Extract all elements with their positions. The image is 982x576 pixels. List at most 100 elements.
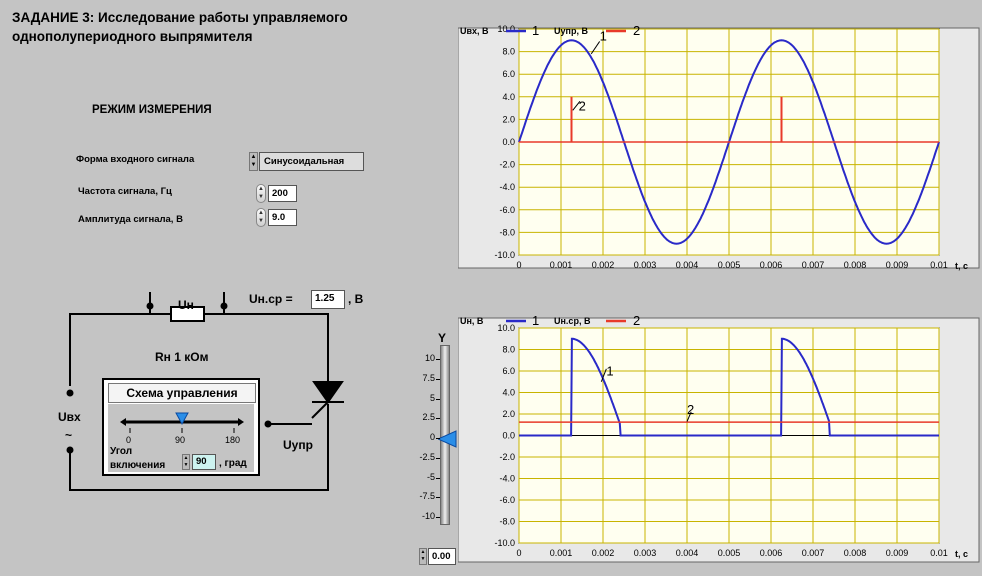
angle-label-1: Угол <box>110 446 133 457</box>
x-tick-label: 0 <box>516 260 521 270</box>
y-tick-label: 8.0 <box>502 345 515 355</box>
x-tick-label: 0.01 <box>930 260 948 270</box>
y-slider-tick-mark <box>436 359 440 360</box>
y-slider-tick: 2.5 <box>422 412 435 423</box>
amplitude-spinner[interactable]: ▲ ▼ <box>256 208 266 227</box>
uypr-terminal-dot <box>264 420 272 428</box>
control-scheme-box: Схема управления 0 90 180 Угол включения… <box>102 378 260 476</box>
annotation-1-leader <box>590 41 601 55</box>
y-tick-label: -4.0 <box>499 474 515 484</box>
angle-spinner[interactable]: ▲ ▼ <box>182 454 190 470</box>
uypr-label: Uупр <box>283 438 313 452</box>
control-scheme-title: Схема управления <box>108 383 256 403</box>
y-tick-label: 6.0 <box>502 366 515 376</box>
annotation-2: 2 <box>687 402 694 417</box>
y-slider-tick-mark <box>436 497 440 499</box>
y-tick-label: 0.0 <box>502 137 515 147</box>
y-slider-tick: 5 <box>429 392 435 403</box>
y-slider-tick: 10 <box>424 353 435 363</box>
frequency-label: Частота сигнала, Гц <box>78 186 172 197</box>
y-slider-tick-mark <box>436 457 440 459</box>
annotation-2: 2 <box>579 98 586 113</box>
x-tick-label: 0.002 <box>592 260 615 270</box>
frequency-spinner[interactable]: ▲ ▼ <box>256 184 266 203</box>
amplitude-label: Амплитуда сигнала, В <box>78 214 183 225</box>
y-slider-label: Y <box>438 331 447 345</box>
signal-form-select[interactable]: Синусоидальная <box>259 152 364 171</box>
x-axis-label: t, с <box>955 549 968 559</box>
annotation-2-leader <box>572 101 581 111</box>
annotation-1: 1 <box>606 363 613 378</box>
x-tick-label: 0.007 <box>802 260 825 270</box>
y-tick-label: -8.0 <box>499 517 515 527</box>
uncp-readout: 1.25 <box>311 290 345 309</box>
y-tick-label: 6.0 <box>502 69 515 79</box>
y-tick-label: 10.0 <box>497 24 515 34</box>
legend-num-2: 2 <box>633 23 640 38</box>
y-slider-tick: 7.5 <box>422 372 435 383</box>
y-tick-label: -2.0 <box>499 452 515 462</box>
y-slider-thumb[interactable] <box>438 430 458 448</box>
slider-thumb[interactable] <box>175 412 189 426</box>
y-tick-label: -6.0 <box>499 495 515 505</box>
chart-load-voltage: 0 0.001 0.002 0.003 0.004 0.005 0.006 0.007 0.00… <box>458 313 980 563</box>
y-tick-label: 2.0 <box>502 409 515 419</box>
y-slider-tick: -7.5 <box>419 491 435 502</box>
rn-label: Rн 1 кОм <box>155 350 209 364</box>
amplitude-input[interactable]: 9.0 <box>268 209 297 226</box>
x-tick-label: 0.001 <box>550 260 573 270</box>
x-tick-label: 0.003 <box>634 260 657 270</box>
ubx-terminal-top-dot <box>66 389 74 397</box>
series-un-line <box>519 337 939 437</box>
angle-label-2: включения <box>110 460 166 471</box>
un-terminal-left-dot <box>146 302 154 310</box>
page-title-line2: однополупериодного выпрямителя <box>12 29 253 44</box>
legend-label-2: Uн.ср, В <box>554 316 591 326</box>
frequency-input[interactable]: 200 <box>268 185 297 202</box>
legend-label-1: Uн, В <box>460 316 484 326</box>
y-slider-tick: -5 <box>426 471 435 482</box>
x-tick-label: 0.007 <box>802 548 825 558</box>
angle-input[interactable]: 90 <box>192 454 216 470</box>
y-tick-label: -8.0 <box>499 227 515 237</box>
chart-input-control: 0 0.001 0.002 0.003 0.004 0.005 0.006 0.007 0.00… <box>458 23 980 271</box>
x-tick-label: 0.004 <box>676 260 699 270</box>
y-tick-label: 4.0 <box>502 92 515 102</box>
signal-form-arrows[interactable]: ▲ ▼ <box>249 152 258 171</box>
annotation-2-leader <box>686 411 692 422</box>
uncp-label: Uн.ср = <box>249 292 293 306</box>
page-title-line1: ЗАДАНИЕ 3: Исследование работы управляем… <box>12 10 348 25</box>
y-tick-label: -10.0 <box>494 538 515 548</box>
y-slider-tick: -2.5 <box>419 451 435 462</box>
ubx-terminal-bottom-dot <box>66 446 74 454</box>
y-tick-label: -2.0 <box>499 160 515 170</box>
y-tick-label: -10.0 <box>494 250 515 260</box>
y-tick-label: 8.0 <box>502 47 515 57</box>
x-tick-label: 0.005 <box>718 260 741 270</box>
y-slider-tick-mark <box>436 398 440 400</box>
slider-tick-0: 0 <box>126 435 132 445</box>
x-tick-label: 0.009 <box>886 260 909 270</box>
x-tick-label: 0.01 <box>930 548 948 558</box>
un-terminal-right-dot <box>220 302 228 310</box>
legend-label-1: Uвх, В <box>460 26 489 36</box>
firing-angle-slider[interactable] <box>104 380 262 478</box>
page-title: ЗАДАНИЕ 3: Исследование работы управляем… <box>12 8 348 46</box>
circuit-diagram <box>66 292 344 491</box>
y-tick-label: -6.0 <box>499 205 515 215</box>
x-tick-label: 0.008 <box>844 548 867 558</box>
y-tick-label: 4.0 <box>502 388 515 398</box>
y-tick-label: 2.0 <box>502 114 515 124</box>
legend-label-2: Uупр, В <box>554 26 588 36</box>
y-slider-tick-mark <box>436 438 440 439</box>
uncp-unit: , В <box>348 292 364 306</box>
x-tick-label: 0.002 <box>592 548 615 558</box>
x-tick-label: 0.004 <box>676 548 699 558</box>
y-tick-label: -4.0 <box>499 182 515 192</box>
x-tick-label: 0.001 <box>550 548 573 558</box>
x-tick-label: 0.006 <box>760 548 783 558</box>
y-readout-spinner[interactable]: ▲ ▼ <box>419 548 427 565</box>
y-slider-tick-mark <box>436 378 440 380</box>
annotation-1: 1 <box>600 28 607 43</box>
y-tick-label: 0.0 <box>502 431 515 441</box>
